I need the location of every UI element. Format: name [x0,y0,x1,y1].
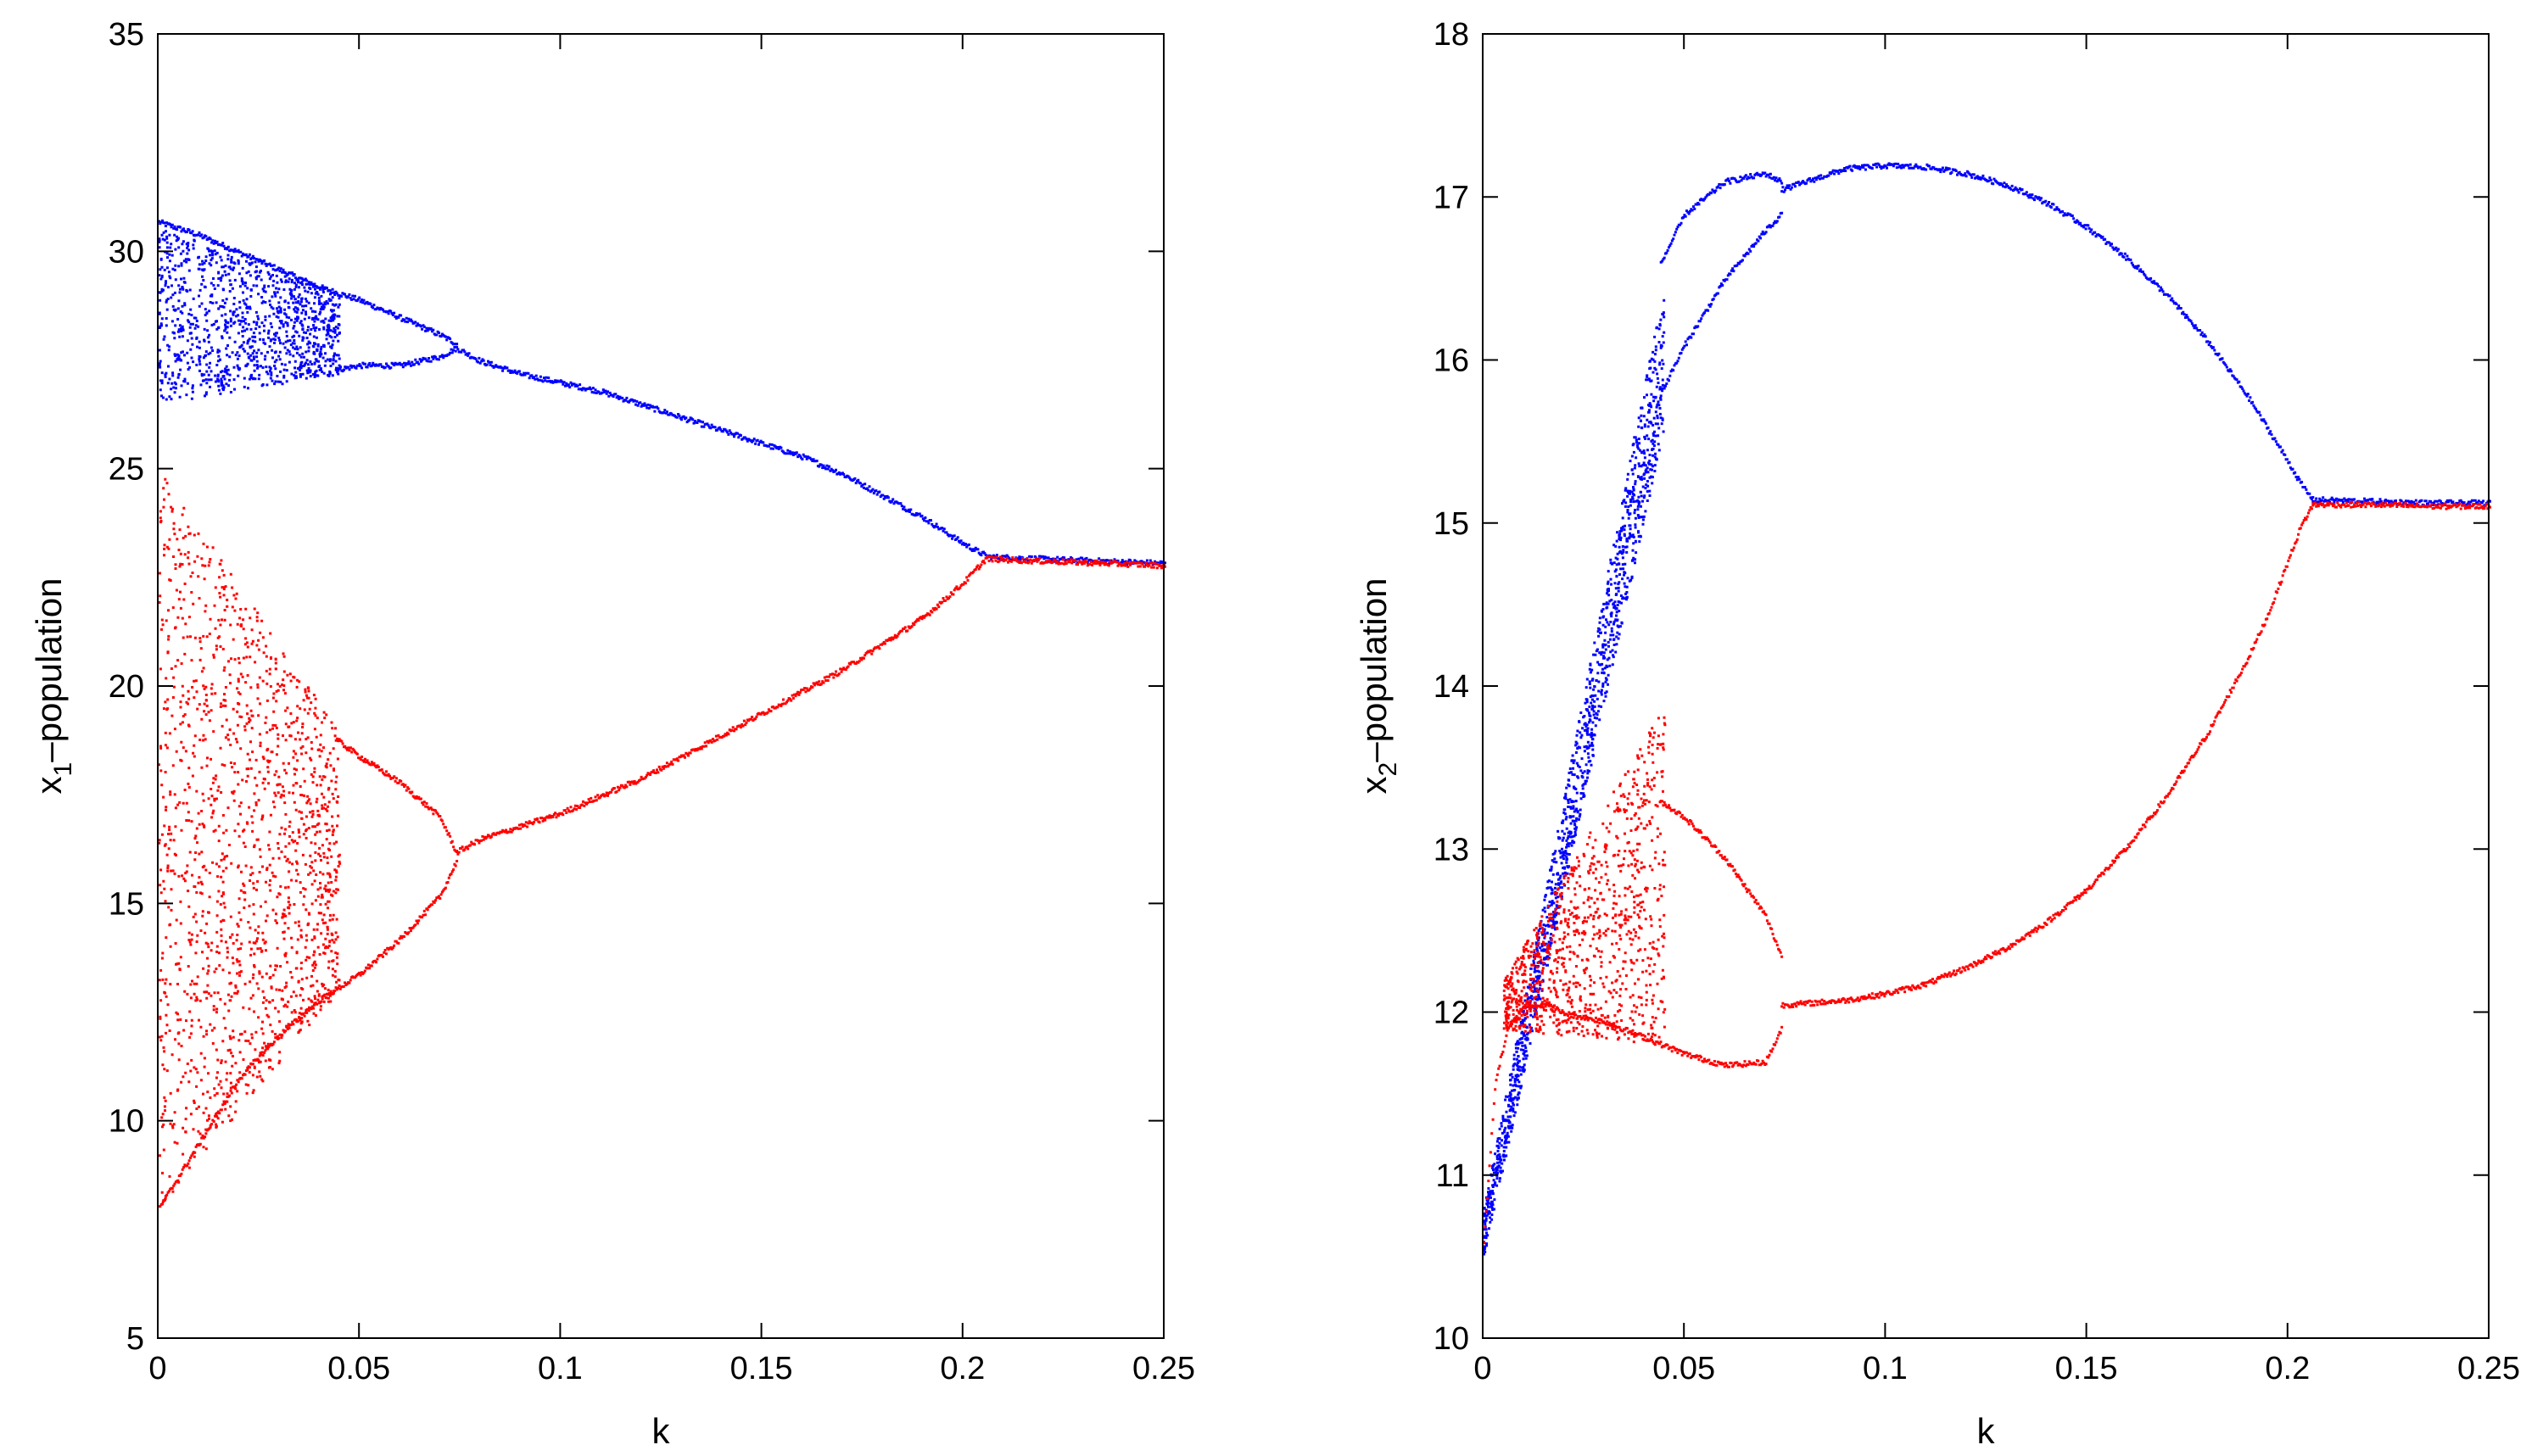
plot-area-background [1483,34,2489,1338]
x-tick-label: 0.2 [940,1351,985,1386]
y-tick-label: 10 [109,1104,144,1140]
y-tick-label: 35 [109,17,144,53]
ticks: 0 0.05 0.1 0.15 0.2 0.25 10 11 12 13 14 15 16 17 18 [1434,17,2520,1386]
y-tick-label: 13 [1434,832,1469,867]
x-tick-label: 0.1 [1863,1351,1908,1386]
x-tick-label: 0 [148,1351,166,1386]
y-tick-label: 5 [126,1321,144,1357]
x-axis-label: k [652,1411,671,1451]
x-tick-label: 0 [1473,1351,1491,1386]
x-tick-label: 0.15 [730,1351,793,1386]
y-tick-label: 18 [1434,17,1469,53]
ticks: 0 0.05 0.1 0.15 0.2 0.25 5 10 15 20 25 30 35 [109,17,1195,1386]
x-tick-label: 0.25 [1132,1351,1195,1386]
y-axis-label: x1–population [29,578,77,795]
x-tick-label: 0.05 [327,1351,390,1386]
x-tick-label: 0.1 [538,1351,583,1386]
chart-x1-population: 0 0.05 0.1 0.15 0.2 0.25 5 10 15 20 25 30 35 k x1–po… [29,17,1195,1451]
y-tick-label: 30 [109,234,144,270]
y-tick-label: 16 [1434,343,1469,379]
y-tick-label: 15 [109,886,144,922]
y-tick-label: 15 [1434,506,1469,542]
y-tick-label: 11 [1436,1158,1469,1194]
y-tick-label: 20 [109,669,144,705]
y-tick-label: 12 [1434,996,1469,1031]
x-tick-label: 0.25 [2457,1351,2520,1386]
y-tick-label: 14 [1434,669,1469,705]
x-tick-label: 0.15 [2055,1351,2118,1386]
x-tick-label: 0.2 [2265,1351,2310,1386]
y-tick-label: 10 [1434,1321,1469,1357]
y-tick-label: 17 [1434,180,1469,215]
y-tick-label: 25 [109,452,144,488]
x-axis-label: k [1977,1411,1996,1451]
plot-area-background [158,34,1164,1338]
x-tick-label: 0.05 [1652,1351,1715,1386]
y-axis-label: x2–population [1354,578,1402,795]
